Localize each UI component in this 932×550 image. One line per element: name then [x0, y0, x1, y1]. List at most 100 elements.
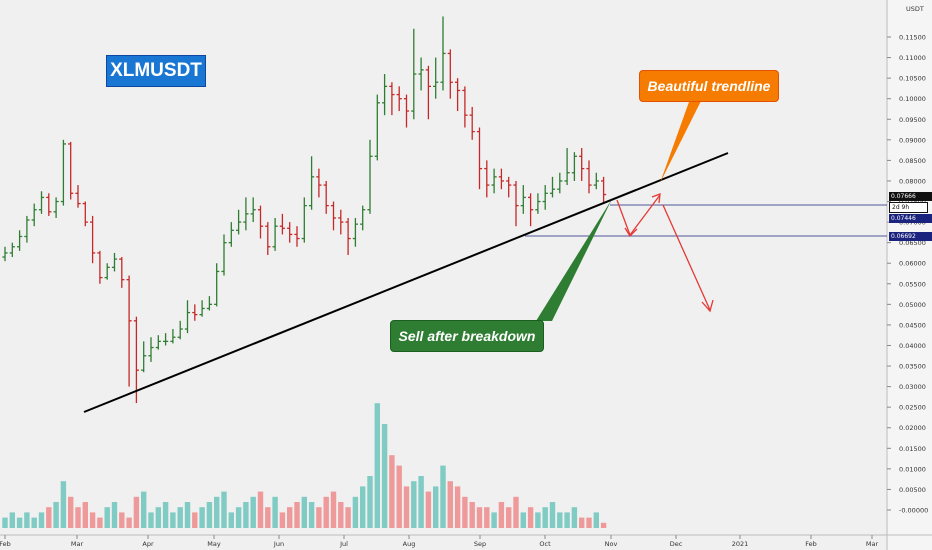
candle [287, 222, 293, 243]
candle [323, 180, 329, 214]
candle [126, 275, 132, 387]
candle [119, 257, 125, 288]
x-tick-label: Mar [71, 540, 84, 548]
volume-bar [177, 507, 183, 528]
candle [440, 16, 446, 91]
y-tick-label: 0.02000 [899, 424, 926, 432]
volume-bar [235, 507, 242, 528]
candle [104, 263, 110, 280]
candle [82, 201, 88, 227]
volume-bar [89, 512, 96, 528]
volume-bar [16, 517, 23, 528]
x-tick-label: Dec [670, 540, 683, 548]
candle [97, 250, 103, 284]
volume-bar [352, 496, 359, 528]
candle [301, 197, 307, 243]
volume-bar [257, 491, 264, 528]
volume-bar [24, 512, 30, 528]
volume-bar [579, 517, 585, 528]
sell-callout-pointer [536, 199, 612, 321]
lower-level-tag: 0.06692 [889, 232, 932, 241]
candle [374, 94, 380, 161]
volume-bar [484, 507, 490, 528]
candle [53, 197, 59, 218]
y-tick-label: 0.11500 [899, 34, 926, 42]
breakdown-arrow-line [662, 204, 711, 311]
volume-bar [323, 496, 329, 528]
candle [2, 246, 8, 262]
trendline [83, 152, 729, 413]
volume-bar [586, 517, 592, 528]
y-tick-label: 0.03500 [899, 363, 926, 371]
candle [316, 168, 322, 198]
volume-bar [199, 507, 205, 528]
y-tick-label: 0.09500 [899, 116, 926, 124]
candle [579, 148, 585, 181]
volume-bar [221, 491, 227, 528]
volume-bar [535, 512, 541, 528]
y-tick-label: 0.04000 [899, 342, 926, 350]
volume-bar [170, 512, 176, 528]
candle [243, 197, 249, 231]
volume-bar [38, 512, 45, 528]
candle [557, 172, 563, 194]
candle [352, 217, 358, 247]
candle [469, 106, 475, 140]
volume-bar [381, 424, 388, 528]
candle [549, 176, 556, 198]
candle [564, 148, 570, 186]
volume-bar [345, 507, 351, 528]
candle [214, 263, 220, 307]
y-tick-label: 0.08500 [899, 157, 926, 165]
volume-bar [31, 517, 37, 528]
candle [571, 152, 577, 181]
volume-bar [46, 507, 52, 528]
y-tick-label: 0.05500 [899, 280, 926, 288]
volume-bar [367, 476, 373, 528]
candle [593, 172, 599, 190]
volume-bar [360, 486, 366, 528]
volume-bar [265, 507, 271, 528]
volume-bar [111, 502, 118, 528]
volume-bar [279, 512, 286, 528]
candle [75, 185, 81, 208]
arrow-head-icon [701, 299, 714, 313]
volume-bar [294, 502, 300, 528]
candle [24, 215, 30, 243]
y-tick-label: 0.01500 [899, 445, 926, 453]
candle [345, 217, 351, 255]
candle [17, 230, 23, 251]
x-tick-label: Jun [273, 540, 284, 548]
volume-bar [469, 502, 475, 528]
chart-title: XLMUSDT [106, 55, 206, 87]
volume-bar [330, 491, 337, 528]
candle [542, 185, 548, 210]
volume-bar [162, 502, 169, 528]
volume-bar [593, 512, 599, 528]
y-tick-label: 0.04500 [899, 321, 926, 329]
y-tick-label: 0.10500 [899, 75, 926, 83]
candle [141, 341, 147, 373]
volume-bar [287, 507, 293, 528]
volume-bar [425, 491, 432, 528]
volume-bar [396, 465, 402, 528]
volume-bar [418, 476, 424, 528]
volume-bar [126, 517, 132, 528]
volume-bar [119, 512, 125, 528]
volume-bar [338, 502, 344, 528]
x-tick-label: May [207, 540, 221, 548]
volume-bar [75, 507, 81, 528]
y-tick-label: 0.01000 [899, 465, 926, 473]
candle [192, 304, 198, 321]
candle [330, 201, 337, 231]
candle [170, 329, 176, 344]
sell-callout: Sell after breakdown [390, 320, 544, 352]
y-tick-label: 0.10000 [899, 95, 926, 103]
volume-bar [60, 481, 67, 528]
candle [9, 242, 15, 258]
trendline-callout-pointer [660, 99, 702, 183]
volume-bar [104, 507, 110, 528]
candle [250, 197, 256, 223]
candle [228, 222, 234, 247]
